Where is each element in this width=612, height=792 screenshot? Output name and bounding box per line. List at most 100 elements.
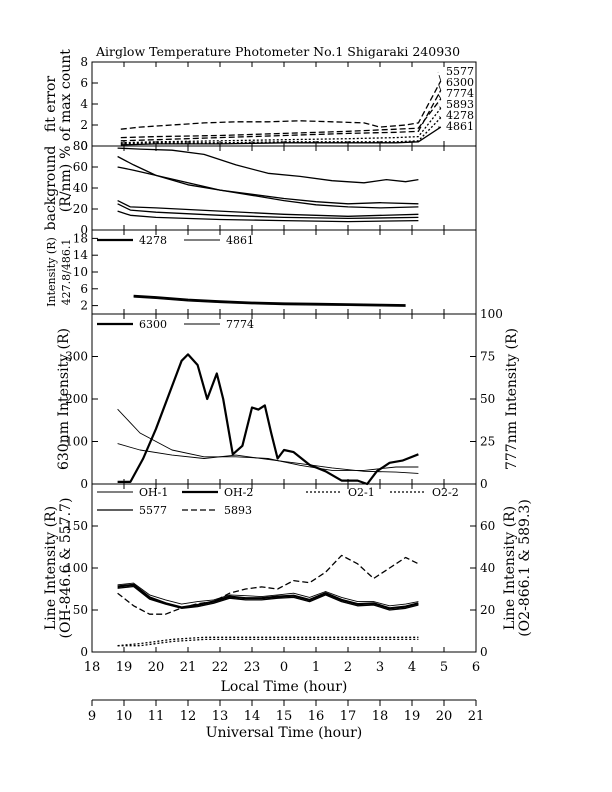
y-tick-label-right: 40 — [480, 561, 495, 575]
ut-tick-label: 13 — [212, 709, 229, 724]
series-line-5893 — [120, 107, 442, 144]
x-tick-label: 4 — [408, 660, 416, 675]
legend-label: 4861 — [446, 120, 474, 133]
y-tick-label-right: 0 — [480, 645, 488, 659]
series-line-4278 — [133, 294, 406, 307]
y-tick-label: 6 — [80, 76, 88, 90]
y-tick-label: 0 — [80, 645, 88, 659]
y-tick-label-right: 25 — [480, 435, 495, 449]
y-tick-label: 2 — [80, 299, 88, 313]
y-axis-label: Intensity (R) — [45, 237, 58, 307]
y-tick-label: 18 — [73, 231, 88, 245]
legend-label: 7774 — [446, 87, 474, 100]
legend-label: O2-2 — [432, 486, 459, 499]
y-tick-label: 50 — [73, 603, 88, 617]
series-line-4278 — [120, 117, 442, 145]
series-line-O2-1 — [117, 638, 419, 647]
y-axis-label: background — [43, 146, 59, 231]
y-tick-label: 8 — [80, 55, 88, 69]
series-line-background-4 — [117, 203, 419, 220]
x-tick-label: 6 — [472, 660, 480, 675]
y-tick-label-right: 75 — [480, 350, 495, 364]
series-line-6300 — [117, 353, 419, 486]
y-axis-label: fit error — [43, 76, 59, 133]
series-line-background-2 — [117, 166, 419, 209]
legend-label: 5577 — [446, 65, 474, 78]
y-tick-label: 4 — [80, 97, 88, 111]
y-tick-label: 2 — [80, 118, 88, 132]
legend-leader — [437, 82, 442, 91]
series-line-4861 — [133, 296, 406, 307]
series-line-background-1 — [117, 155, 419, 205]
series-line-5577 — [117, 585, 419, 611]
panel-frame — [91, 313, 477, 485]
series-line-background-5 — [117, 210, 419, 223]
series-line-5893 — [117, 554, 419, 615]
legend-label: 5893 — [446, 98, 474, 111]
series-line-background-0 — [117, 147, 419, 184]
y-axis-label: 427.8/486.1 — [60, 239, 73, 306]
panel-background: 0 20 40 60 80 background (R/nm) — [43, 139, 477, 237]
y-axis-label: 630nm Intensity (R) — [56, 328, 72, 470]
x-tick-label: 23 — [244, 660, 261, 675]
ut-tick-label: 12 — [180, 709, 197, 724]
legend-label: O2-1 — [348, 486, 375, 499]
ut-tick-label: 18 — [372, 709, 389, 724]
y-tick-label: 100 — [65, 435, 88, 449]
series-line-red-lines-2 — [117, 443, 419, 474]
y-tick-label: 0 — [80, 223, 88, 237]
legend-label: 7774 — [226, 318, 254, 331]
y-tick-label: 200 — [65, 392, 88, 406]
x-tick-label: 22 — [212, 660, 229, 675]
series-line-7774 — [117, 408, 419, 471]
ut-tick-label: 16 — [308, 709, 325, 724]
series-line-5577 — [120, 80, 442, 130]
y-axis-label: Line Intensity (R) — [43, 506, 59, 630]
legend-leader — [437, 71, 442, 82]
y-tick-label: 300 — [65, 350, 88, 364]
ut-tick-label: 15 — [276, 709, 293, 724]
y-axis-label-right: (O2-866.1 & 589.3) — [517, 499, 533, 637]
legend-label: 5893 — [224, 504, 252, 517]
ut-tick-label: 21 — [468, 709, 485, 724]
ut-tick-label: 9 — [88, 709, 96, 724]
y-tick-label-right: 100 — [480, 307, 503, 321]
ut-tick-label: 10 — [116, 709, 133, 724]
y-tick-label: 40 — [73, 181, 88, 195]
legend-label: 6300 — [139, 318, 167, 331]
y-tick-label-right: 50 — [480, 392, 495, 406]
x-axis-label: Local Time (hour) — [221, 679, 348, 695]
x-tick-label: 5 — [440, 660, 448, 675]
y-tick-label: 10 — [73, 265, 88, 279]
legend-label: 5577 — [139, 504, 167, 517]
legend-leader — [437, 93, 442, 99]
y-tick-label: 6 — [80, 282, 88, 296]
legend-leader — [437, 115, 442, 118]
x-tick-label: 20 — [148, 660, 165, 675]
ut-tick-label: 17 — [340, 709, 357, 724]
series-line-background-3 — [117, 200, 419, 217]
ut-tick-label: 20 — [436, 709, 453, 724]
series-line-O2-2 — [117, 636, 419, 647]
x-tick-label: 2 — [344, 660, 352, 675]
series-line-7774 — [120, 98, 442, 139]
legend-leader — [437, 104, 442, 109]
legend-label: OH-1 — [139, 486, 168, 499]
x-tick-label: 3 — [376, 660, 384, 675]
series-line-4861 — [120, 126, 442, 146]
series-line-OH-1 — [117, 582, 419, 607]
series-line-6300 — [120, 89, 442, 142]
y-axis-label-right: Line Intensity (R) — [502, 506, 518, 630]
ut-tick-label: 19 — [404, 709, 421, 724]
y-tick-label-right: 0 — [480, 477, 488, 491]
y-tick-label: 80 — [73, 139, 88, 153]
legend-label: 4861 — [226, 234, 254, 247]
ut-axis-label: Universal Time (hour) — [206, 725, 363, 741]
y-axis-label-right: 777nm Intensity (R) — [504, 328, 520, 470]
y-tick-label: 150 — [65, 519, 88, 533]
y-axis-label: (OH-846.6 & 557.7) — [58, 498, 74, 639]
panel-fit-error: 0 2 4 6 8 fit error% of max count 557763007774… — [43, 49, 477, 159]
